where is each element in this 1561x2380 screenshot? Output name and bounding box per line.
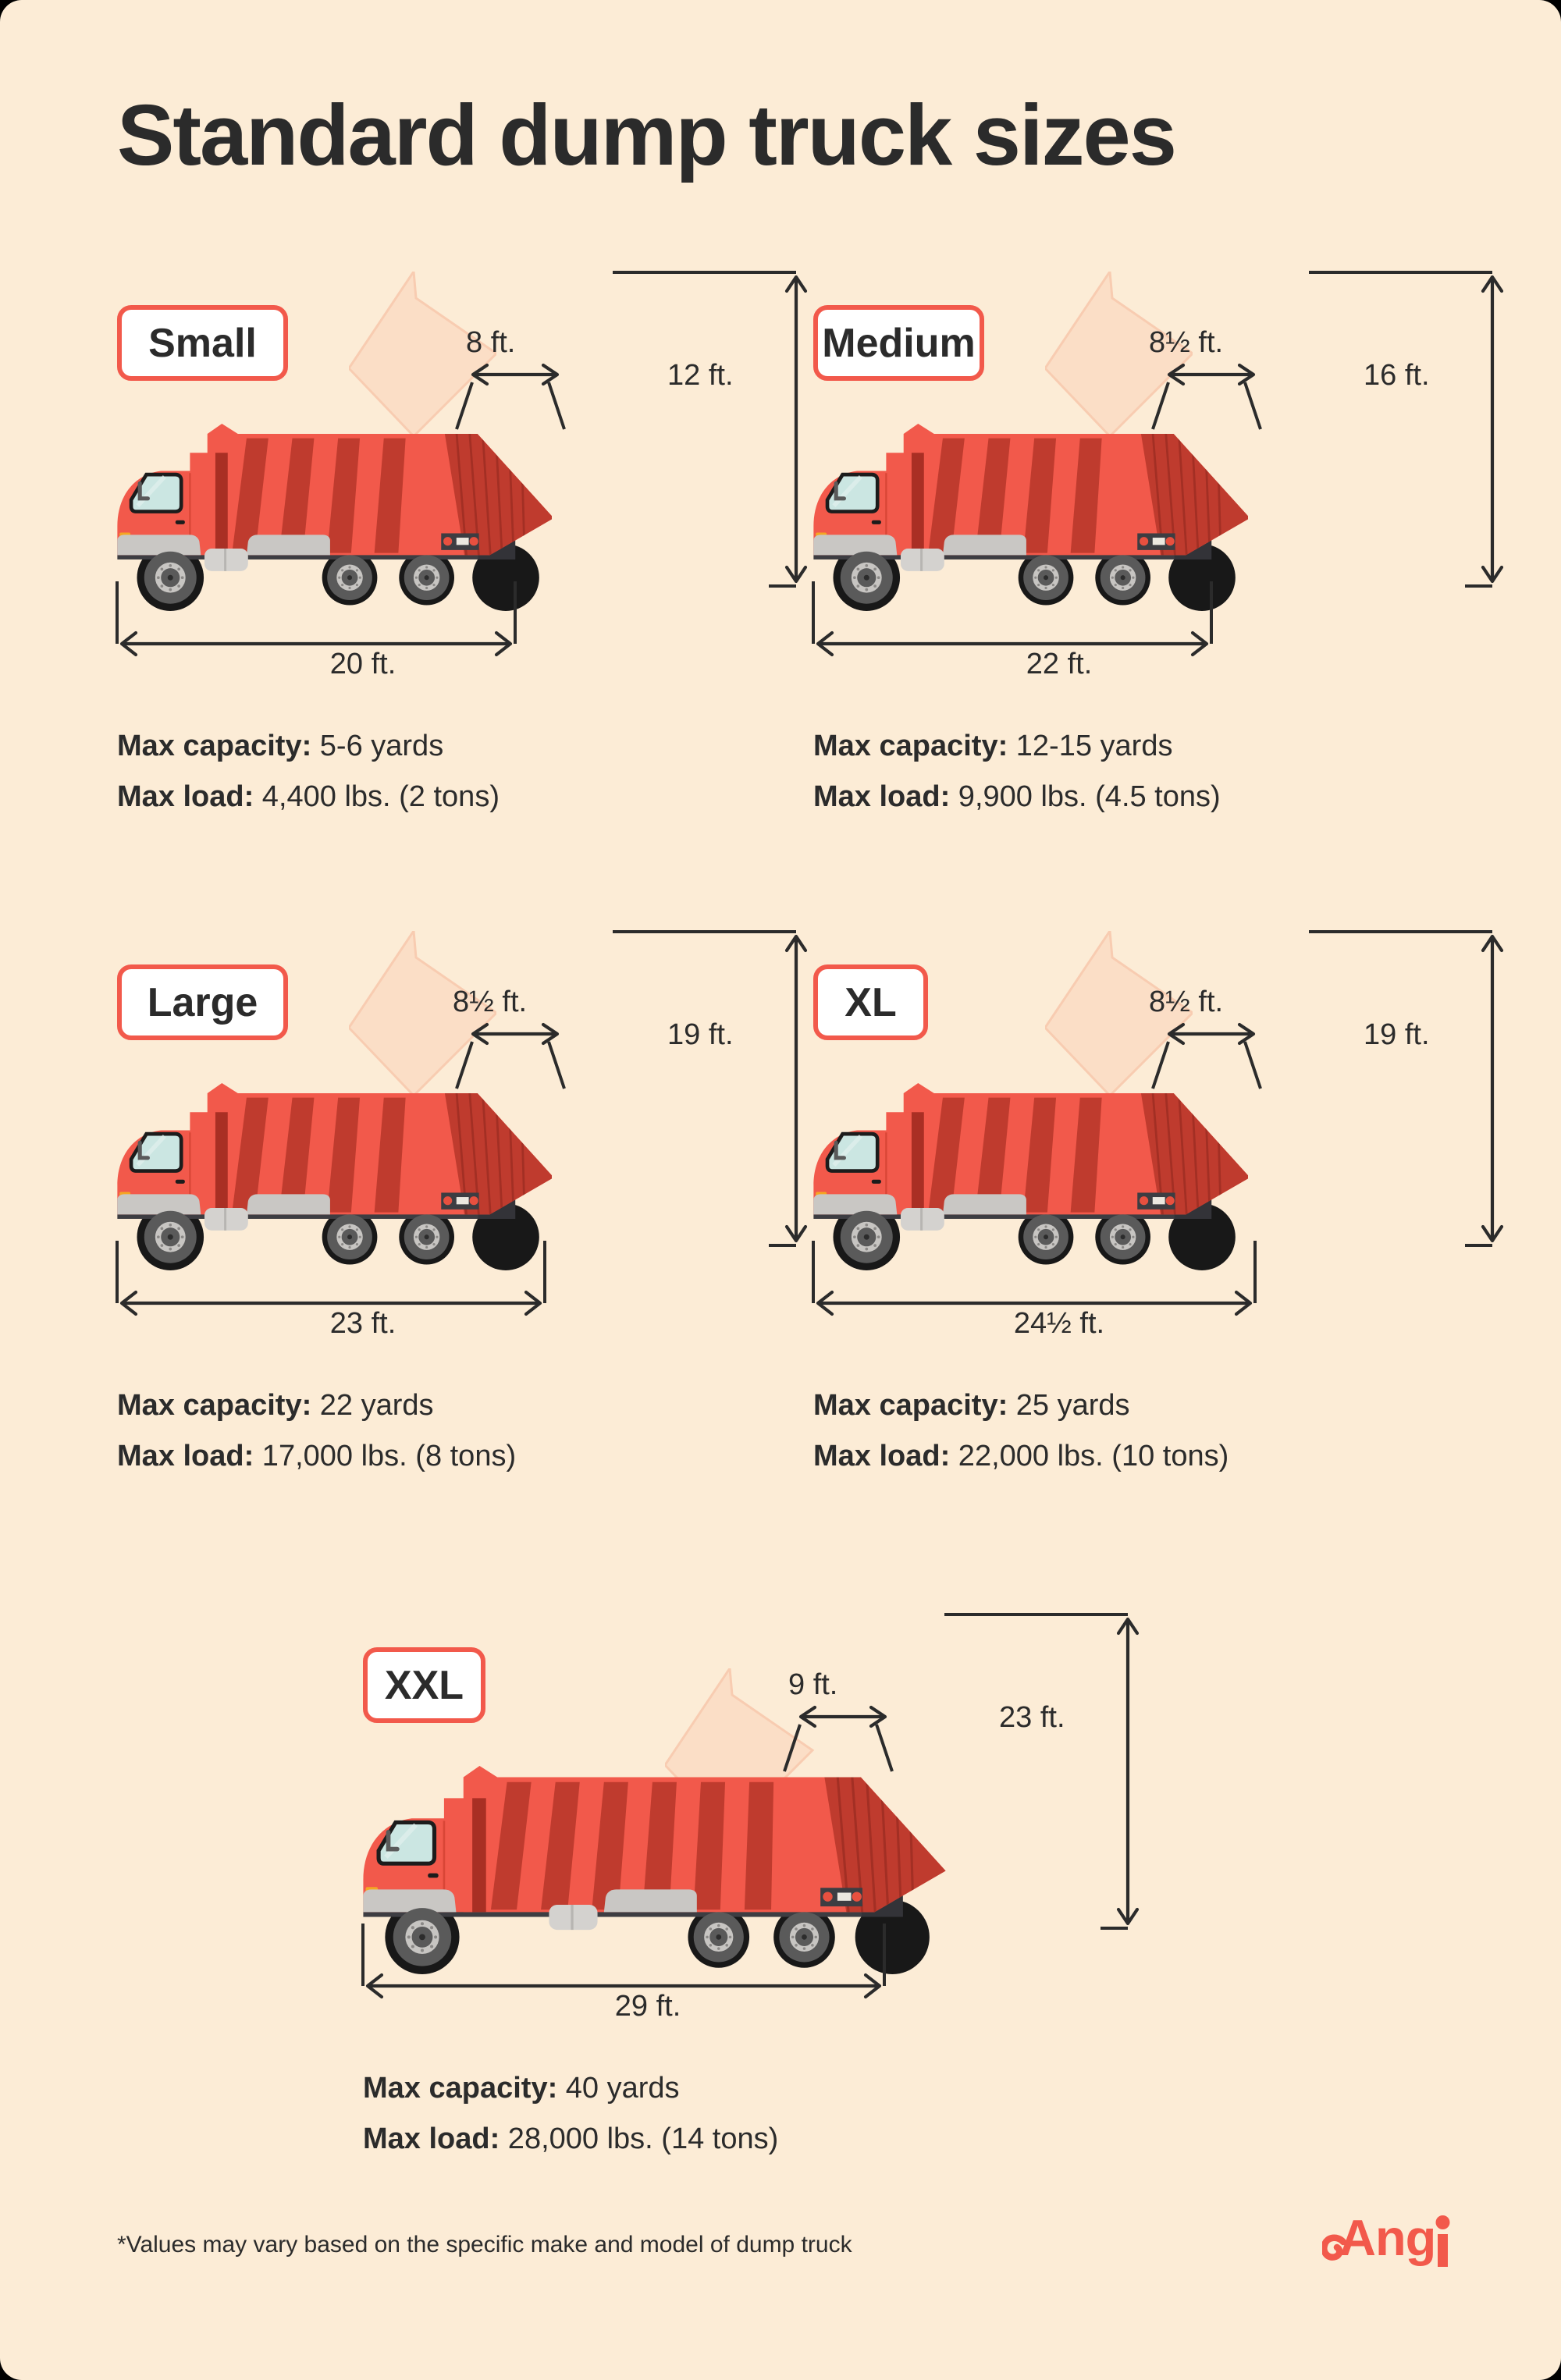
svg-text:Ang: Ang <box>1339 2209 1435 2266</box>
